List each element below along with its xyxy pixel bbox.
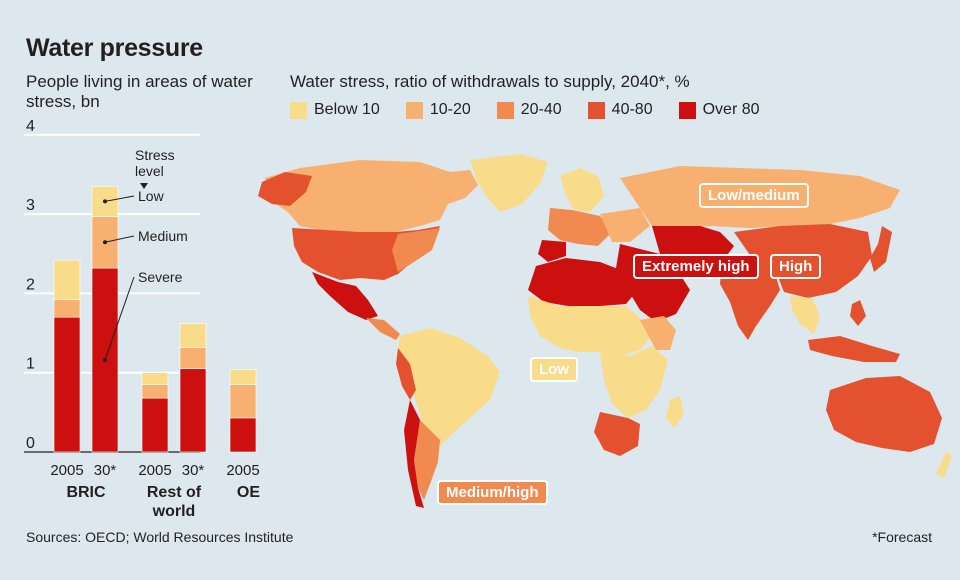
group-label-line: BRIC xyxy=(66,484,106,501)
legend-swatch xyxy=(678,101,696,119)
map-region-europe-west xyxy=(548,208,612,246)
annotation-label: Severe xyxy=(138,269,183,285)
y-tick-label: 2 xyxy=(26,276,35,293)
legend-swatch xyxy=(405,101,423,119)
map-title: Water stress, ratio of withdrawals to su… xyxy=(290,72,690,91)
legend-item: 40-80 xyxy=(587,101,653,119)
map-region-east-africa xyxy=(640,316,676,350)
legend-label: 20-40 xyxy=(520,101,562,118)
map-region-mexico xyxy=(312,272,378,320)
map-region-philippines xyxy=(850,300,866,326)
legend-swatch xyxy=(290,101,307,119)
stress-level-header: Stress level xyxy=(135,147,175,179)
x-tick-label: 30* xyxy=(94,462,117,479)
map-label-extremely-high: Extremely high xyxy=(633,254,759,279)
legend-item: Below 10 xyxy=(290,101,380,119)
map-region-new-zealand xyxy=(936,452,952,478)
bar-segment-severe xyxy=(179,368,207,453)
legend-item: 10-20 xyxy=(405,101,471,119)
bar-segment-low xyxy=(179,323,207,348)
stress-level-header-line: Stress xyxy=(135,147,175,163)
legend-label: Below 10 xyxy=(314,101,380,118)
annotation-leader xyxy=(104,276,135,361)
map-label-medium-high: Medium/high xyxy=(437,480,548,505)
chart-title: Water pressure xyxy=(26,34,203,62)
legend-label: 40-80 xyxy=(611,101,653,118)
annotation-label: Medium xyxy=(138,228,188,244)
map-region-central-africa xyxy=(600,346,668,418)
y-tick-label: 4 xyxy=(26,120,35,135)
map-region-alaska xyxy=(258,172,312,206)
legend-item: Over 80 xyxy=(678,101,760,119)
map-region-iberia xyxy=(538,240,566,262)
map-legend: Below 10 10-20 20-40 40-80 Over 80 xyxy=(290,101,786,119)
map-region-southeast-asia xyxy=(790,296,820,334)
bar-segment-medium xyxy=(53,299,81,318)
bar-segment-low xyxy=(229,369,257,385)
world-map xyxy=(258,154,952,508)
bar-segment-medium xyxy=(229,384,257,419)
group-label-line: world xyxy=(152,503,196,520)
bar-segment-severe xyxy=(53,316,81,453)
bar-segment-low xyxy=(53,259,81,301)
map-region-greenland xyxy=(470,154,548,212)
annotation-label: Low xyxy=(138,188,165,204)
x-tick-label: 2005 xyxy=(226,462,259,479)
map-region-andes xyxy=(396,348,416,400)
x-tick-label: 30* xyxy=(182,462,205,479)
source-note: Sources: OECD; World Resources Institute xyxy=(26,529,294,545)
y-tick-label: 3 xyxy=(26,197,35,214)
map-label-low: Low xyxy=(530,357,578,382)
legend-label: 10-20 xyxy=(429,101,471,118)
map-region-eastern-europe xyxy=(600,208,650,242)
group-label: OECD xyxy=(237,484,260,501)
annotation-leader xyxy=(104,195,135,202)
legend-swatch xyxy=(496,101,514,119)
bar-segment-severe xyxy=(229,417,257,453)
map-region-west-africa xyxy=(528,296,652,356)
y-tick-label: 0 xyxy=(26,435,35,452)
map-region-southern-africa xyxy=(594,412,640,456)
map-label-low-medium: Low/medium xyxy=(699,183,809,208)
map-region-argentina xyxy=(414,420,440,500)
stress-level-header-line: level xyxy=(135,163,164,179)
map-region-australia xyxy=(826,376,942,452)
group-label-line: Rest of xyxy=(147,484,202,501)
x-tick-label: 2005 xyxy=(50,462,83,479)
forecast-footnote: *Forecast xyxy=(872,529,932,545)
annotation-leader xyxy=(104,235,135,243)
map-region-usa-east xyxy=(392,228,440,272)
legend-item: 20-40 xyxy=(496,101,562,119)
map-region-central-america xyxy=(366,318,400,340)
map-region-north-africa xyxy=(528,258,636,306)
legend-swatch xyxy=(587,101,605,119)
group-label-line: OECD xyxy=(237,484,260,501)
bar-segment-medium xyxy=(141,384,169,399)
map-region-chile xyxy=(404,400,424,508)
map-region-south-america-north xyxy=(398,328,500,446)
bar-segment-low xyxy=(141,372,169,385)
legend-label: Over 80 xyxy=(702,101,760,118)
bar-segment-severe xyxy=(141,397,169,453)
stress-arrow-icon xyxy=(140,183,148,189)
x-tick-label: 2005 xyxy=(138,462,171,479)
map-region-indonesia xyxy=(808,336,900,362)
map-region-japan xyxy=(870,226,892,272)
map-region-madagascar xyxy=(666,396,684,428)
map-region-canada xyxy=(265,160,478,232)
map-label-high: High xyxy=(770,254,822,279)
group-label: Rest of world xyxy=(147,484,202,520)
map-region-scandinavia xyxy=(560,168,604,212)
chart-subtitle: People living in areas of water stress, … xyxy=(26,72,253,111)
y-tick-label: 1 xyxy=(26,356,35,373)
group-label: BRIC xyxy=(66,484,106,501)
